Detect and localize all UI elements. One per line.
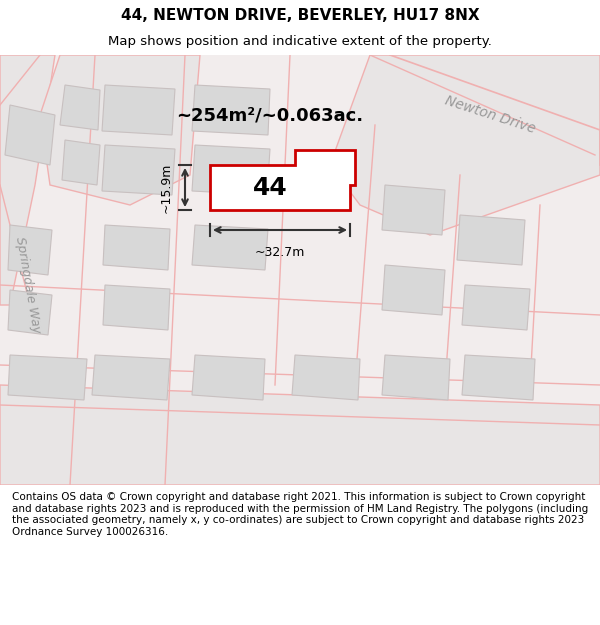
Polygon shape [382, 265, 445, 315]
Polygon shape [382, 185, 445, 235]
Text: Contains OS data © Crown copyright and database right 2021. This information is : Contains OS data © Crown copyright and d… [12, 492, 588, 537]
Text: Springdale Way: Springdale Way [13, 236, 43, 334]
Polygon shape [192, 225, 268, 270]
Polygon shape [5, 105, 55, 165]
Polygon shape [382, 355, 450, 400]
Polygon shape [192, 145, 270, 195]
Text: 44: 44 [253, 176, 287, 200]
Polygon shape [330, 55, 600, 235]
Polygon shape [210, 150, 355, 210]
Polygon shape [0, 55, 55, 305]
Polygon shape [8, 225, 52, 275]
Polygon shape [462, 285, 530, 330]
Polygon shape [103, 225, 170, 270]
Text: 44, NEWTON DRIVE, BEVERLEY, HU17 8NX: 44, NEWTON DRIVE, BEVERLEY, HU17 8NX [121, 8, 479, 23]
Polygon shape [60, 85, 100, 130]
Text: Newton Drive: Newton Drive [443, 94, 537, 136]
Polygon shape [62, 140, 100, 185]
Polygon shape [0, 55, 600, 485]
Polygon shape [192, 85, 270, 135]
Text: Map shows position and indicative extent of the property.: Map shows position and indicative extent… [108, 35, 492, 48]
Polygon shape [40, 55, 200, 205]
Text: ~15.9m: ~15.9m [160, 162, 173, 212]
Polygon shape [92, 355, 170, 400]
Polygon shape [103, 285, 170, 330]
Polygon shape [8, 290, 52, 335]
Text: ~32.7m: ~32.7m [255, 246, 305, 259]
Polygon shape [462, 355, 535, 400]
Polygon shape [457, 215, 525, 265]
Polygon shape [292, 355, 360, 400]
Polygon shape [0, 385, 600, 485]
Polygon shape [8, 355, 87, 400]
Polygon shape [102, 145, 175, 195]
Polygon shape [192, 355, 265, 400]
Text: ~254m²/~0.063ac.: ~254m²/~0.063ac. [176, 106, 364, 124]
Polygon shape [102, 85, 175, 135]
